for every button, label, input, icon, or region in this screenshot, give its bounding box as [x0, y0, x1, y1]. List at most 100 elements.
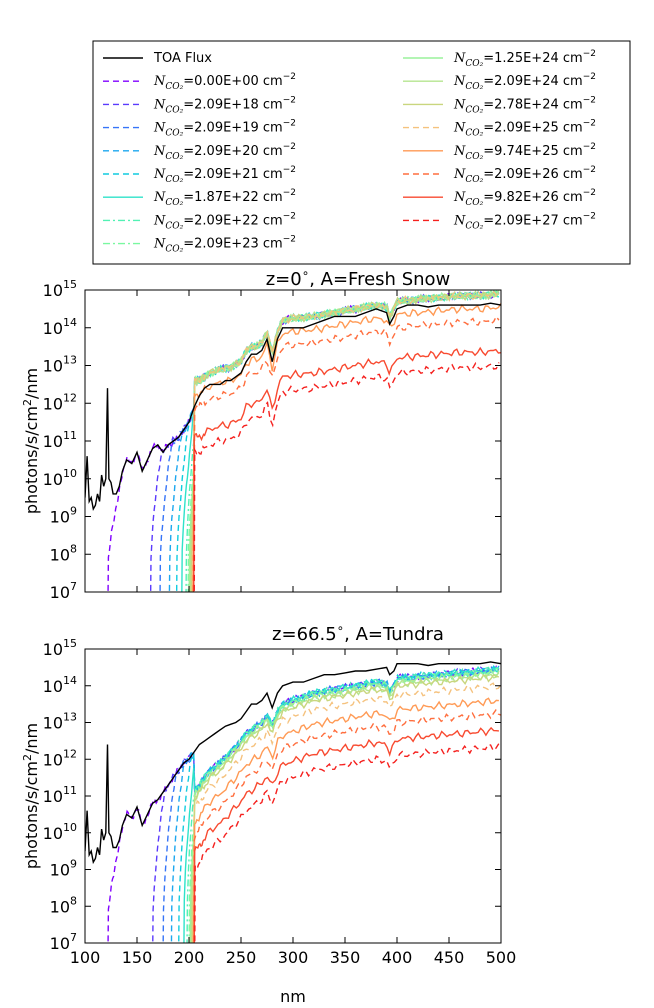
toa-flux-line: [85, 661, 501, 865]
legend-label: NCO₂=1.25E+24 cm−2: [453, 49, 596, 69]
x-tick-label: 200: [174, 948, 205, 967]
y-tick-label: 1014: [43, 316, 77, 338]
series-line: [183, 665, 500, 943]
series-line: [188, 290, 500, 592]
y-tick-label: 1015: [43, 637, 77, 659]
y-tick-label: 1011: [43, 429, 77, 451]
legend-frame: [92, 40, 631, 265]
series-line: [149, 290, 500, 592]
series-line: [159, 290, 500, 592]
legend-entry: NCO₂=1.87E+22 cm−2: [103, 188, 296, 208]
panel-fresh-snow: z=0∘, A=Fresh Snow 107 108 109 1010 1011 1012…: [21, 266, 502, 602]
legend-entry: NCO₂=2.09E+24 cm−2: [403, 72, 596, 92]
panel-tundra: z=66.5∘, A=Tundra 100 150 200 250 300 350 400 4…: [21, 621, 516, 1006]
y-tick-label: 1013: [43, 711, 77, 733]
y-tick-label: 1010: [43, 467, 77, 489]
y-tick-label: 107: [50, 931, 77, 953]
series-line: [178, 664, 500, 943]
toa-flux-line: [85, 302, 501, 512]
legend-entry: NCO₂=2.09E+23 cm−2: [103, 235, 296, 255]
series-line: [152, 666, 500, 943]
y-tick-label: 109: [50, 505, 77, 527]
y-tick-label: 108: [50, 542, 77, 564]
legend-label: NCO₂=9.74E+25 cm−2: [453, 142, 596, 162]
legend-entry: NCO₂=2.09E+20 cm−2: [103, 142, 296, 162]
series-line: [193, 726, 499, 943]
y-tick-label: 109: [50, 858, 77, 880]
series-line: [185, 291, 500, 592]
legend-label: NCO₂=2.09E+25 cm−2: [453, 119, 596, 139]
legend-entry: NCO₂=2.09E+27 cm−2: [403, 211, 596, 231]
series-line: [193, 708, 501, 943]
x-tick-label: 350: [330, 948, 361, 967]
legend: TOA Flux NCO₂=0.00E+00 cm−2 NCO₂=2.09E+18 …: [92, 40, 631, 265]
series-line: [181, 290, 500, 592]
y-axis-label-tundra: photons/s/cm2/nm: [21, 723, 41, 869]
y-tick-label: 1012: [43, 391, 77, 413]
y-tick-label: 107: [50, 580, 77, 602]
legend-entry: NCO₂=2.09E+26 cm−2: [403, 165, 596, 185]
series-line: [192, 315, 500, 592]
series-line: [192, 697, 499, 943]
y-tick-label: 1012: [43, 747, 77, 769]
chart-title-tundra: z=66.5∘, A=Tundra: [272, 621, 444, 645]
legend-entry: NCO₂=1.25E+24 cm−2: [403, 49, 596, 69]
series-line: [175, 290, 500, 592]
legend-label: NCO₂=2.09E+18 cm−2: [153, 95, 296, 115]
x-axis-label: nm: [280, 987, 306, 1006]
y-tick-label: 1010: [43, 821, 77, 843]
legend-label: NCO₂=2.09E+24 cm−2: [453, 72, 596, 92]
x-tick-label: 500: [486, 948, 517, 967]
series-line: [107, 290, 500, 592]
legend-label: TOA Flux: [153, 51, 212, 66]
y-tick-label: 1014: [43, 674, 77, 696]
x-tick-label: 150: [122, 948, 153, 967]
series-line: [189, 290, 500, 592]
legend-label: NCO₂=2.09E+20 cm−2: [153, 142, 296, 162]
series-line: [186, 666, 500, 943]
legend-label: NCO₂=2.09E+26 cm−2: [453, 165, 596, 185]
x-tick-label: 300: [278, 948, 309, 967]
y-tick-label: 1011: [43, 784, 77, 806]
legend-entry: NCO₂=2.09E+21 cm−2: [103, 165, 296, 185]
series-line: [192, 303, 501, 592]
legend-entry: NCO₂=2.09E+22 cm−2: [103, 211, 296, 231]
legend-entry: TOA Flux: [103, 51, 212, 66]
x-tick-label: 250: [226, 948, 257, 967]
legend-entry: NCO₂=9.82E+26 cm−2: [403, 188, 596, 208]
legend-label: NCO₂=2.09E+22 cm−2: [153, 211, 296, 231]
legend-entry: NCO₂=2.09E+25 cm−2: [403, 119, 596, 139]
legend-label: NCO₂=2.09E+23 cm−2: [153, 235, 296, 255]
x-tick-label: 400: [382, 948, 413, 967]
series-line: [188, 666, 500, 943]
chart-title-fresh-snow: z=0∘, A=Fresh Snow: [266, 266, 451, 290]
legend-entry: NCO₂=0.00E+00 cm−2: [103, 72, 296, 92]
legend-entry: NCO₂=9.74E+25 cm−2: [403, 142, 596, 162]
legend-label: NCO₂=2.78E+24 cm−2: [453, 95, 596, 115]
legend-entry: NCO₂=2.78E+24 cm−2: [403, 95, 596, 115]
y-axis-label-fresh-snow: photons/s/cm2/nm: [21, 368, 41, 514]
series-line: [190, 290, 499, 592]
series-line: [107, 665, 500, 943]
series-line: [193, 346, 501, 592]
series-line: [194, 743, 501, 943]
y-tick-label: 1013: [43, 354, 77, 376]
series-line: [189, 668, 500, 943]
series-line: [192, 682, 501, 943]
x-tick-label: 100: [70, 948, 101, 967]
series-line: [190, 671, 500, 943]
series-line: [162, 665, 500, 943]
legend-label: NCO₂=2.09E+21 cm−2: [153, 165, 296, 185]
axes-frame-fresh-snow: [84, 289, 502, 593]
legend-label: NCO₂=0.00E+00 cm−2: [153, 72, 296, 92]
series-line: [170, 665, 500, 943]
series-line: [191, 673, 499, 943]
legend-label: NCO₂=1.87E+22 cm−2: [153, 188, 296, 208]
series-line: [191, 290, 500, 592]
legend-label: NCO₂=2.09E+27 cm−2: [453, 211, 596, 231]
x-tick-label: 450: [434, 948, 465, 967]
legend-entry: NCO₂=2.09E+18 cm−2: [103, 95, 296, 115]
y-tick-label: 1015: [43, 278, 77, 300]
legend-label: NCO₂=2.09E+19 cm−2: [153, 119, 296, 139]
